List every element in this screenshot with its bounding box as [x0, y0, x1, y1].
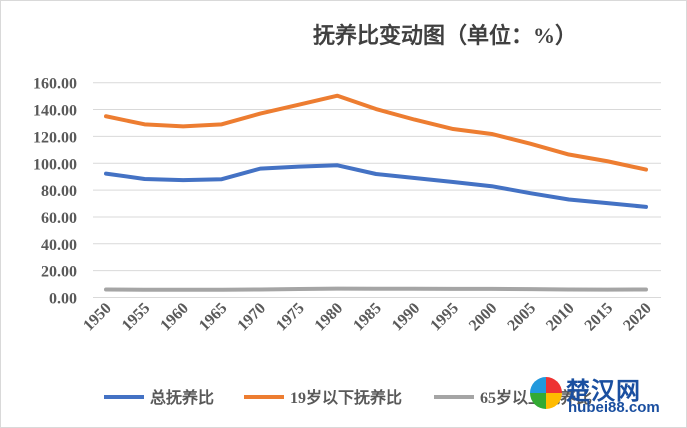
y-tick-label: 60.00 — [41, 210, 77, 227]
watermark-name: 楚汉网 — [566, 377, 641, 405]
x-tick-label: 1985 — [350, 300, 385, 335]
y-tick-label: 120.00 — [33, 129, 77, 146]
watermark-url: hubei88.com — [568, 399, 660, 416]
x-tick-label: 1995 — [427, 300, 462, 335]
legend-label: 总抚养比 — [150, 388, 214, 407]
y-tick-label: 40.00 — [41, 237, 77, 254]
x-tick-label: 1960 — [157, 300, 192, 335]
y-tick-label: 0.00 — [49, 291, 77, 308]
y-tick-label: 80.00 — [41, 183, 77, 200]
series-line — [104, 163, 648, 209]
y-tick-label: 140.00 — [33, 103, 77, 120]
x-tick-label: 1990 — [389, 300, 424, 335]
x-tick-label: 2020 — [620, 300, 655, 335]
x-tick-label: 2010 — [543, 300, 578, 335]
y-tick-label: 160.00 — [33, 76, 77, 93]
logo-icon — [530, 377, 562, 409]
x-tick-label: 2005 — [504, 300, 539, 335]
x-tick-label: 2000 — [466, 300, 501, 335]
x-tick-label: 1980 — [312, 300, 347, 335]
y-tick-label: 100.00 — [33, 156, 77, 173]
y-tick-label: 20.00 — [41, 264, 77, 281]
x-tick-label: 1975 — [273, 300, 308, 335]
legend-label: 19岁以下抚养比 — [290, 388, 402, 407]
x-tick-label: 1965 — [196, 300, 231, 335]
x-tick-label: 1950 — [80, 300, 115, 335]
chart-title: 抚养比变动图（单位：%） — [313, 23, 577, 48]
watermark-logo: 楚汉网 hubei88.com — [528, 371, 678, 421]
x-tick-label: 1955 — [119, 300, 154, 335]
x-tick-label: 1970 — [234, 300, 269, 335]
x-tick-label: 2015 — [582, 300, 617, 335]
series-line — [104, 93, 648, 172]
